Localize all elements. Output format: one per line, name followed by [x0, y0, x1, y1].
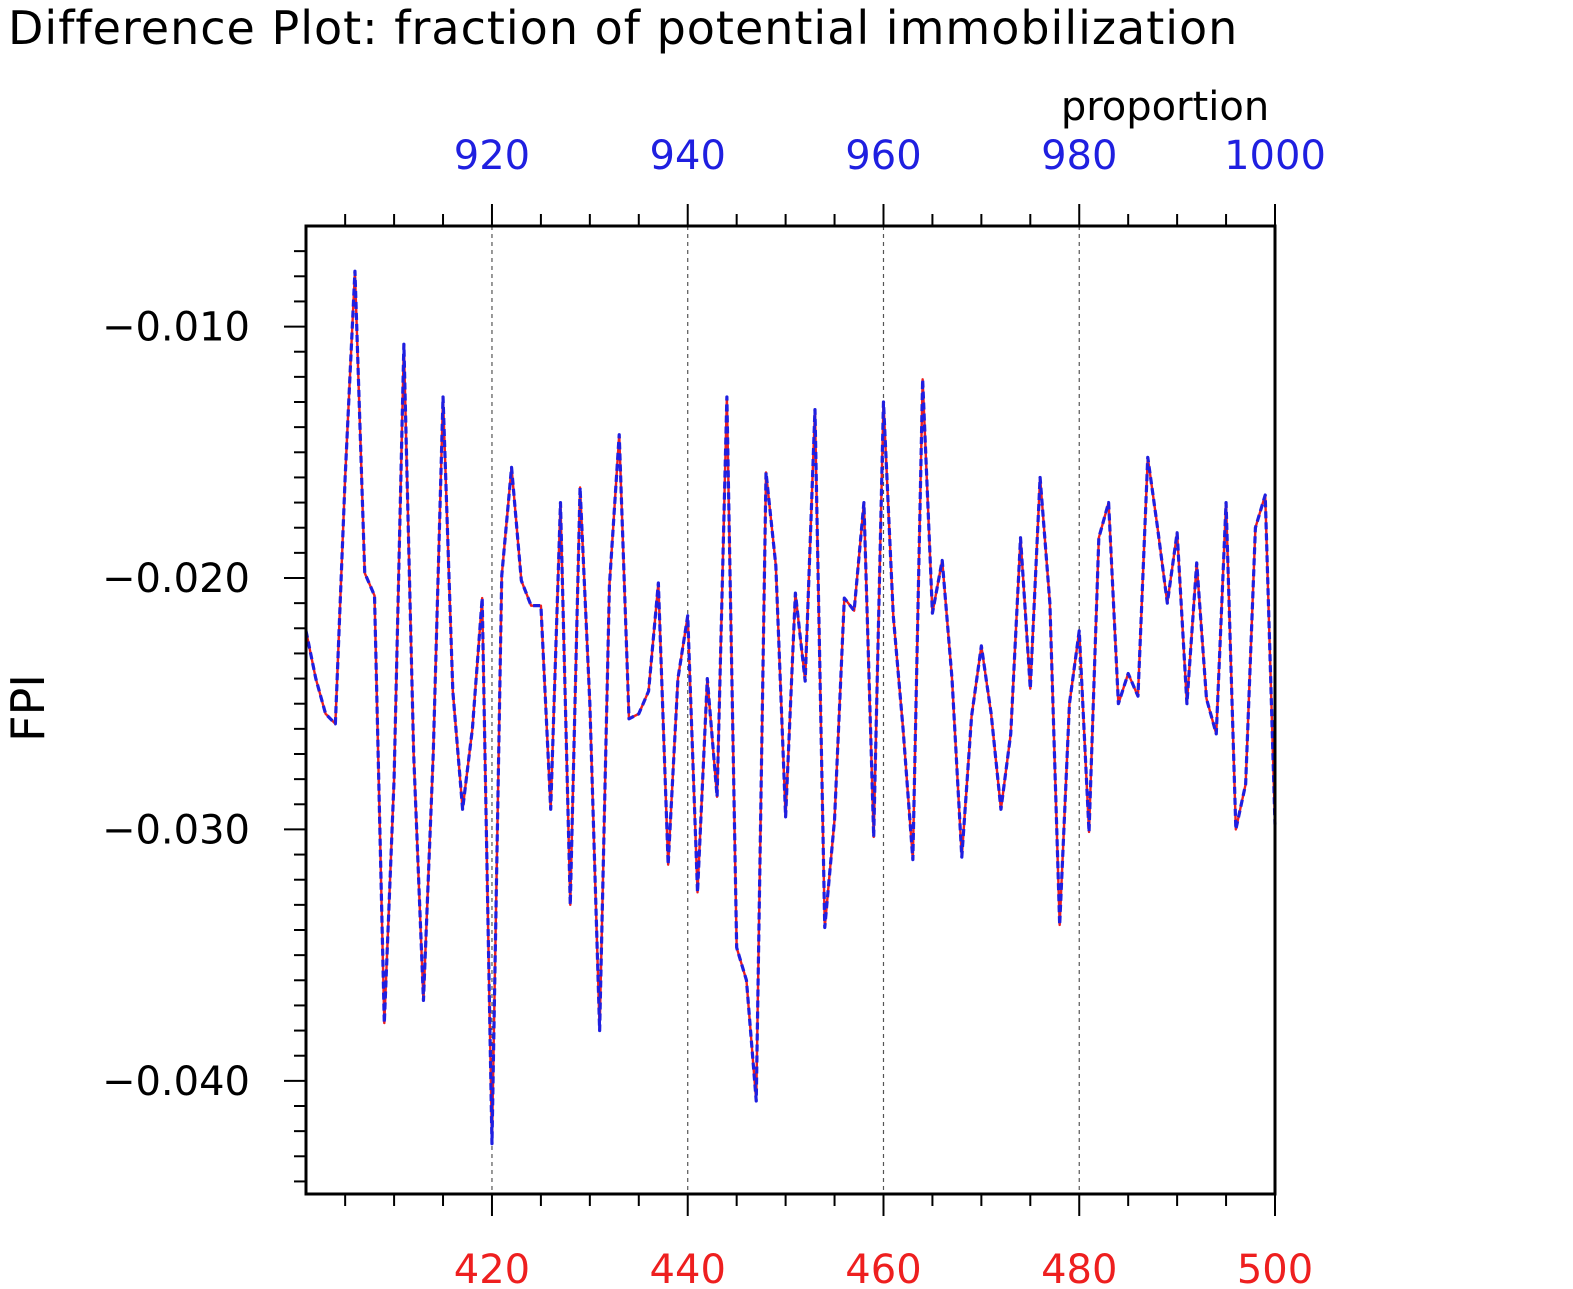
y-tick-label: −0.020: [102, 556, 250, 602]
x2-tick-label: 1000: [1224, 133, 1326, 179]
top-axis-label: proportion: [1061, 84, 1269, 130]
gridlines: [491, 226, 1080, 1194]
y-tick-label: −0.040: [102, 1059, 250, 1105]
chart-title: Difference Plot: fraction of potential i…: [8, 1, 1238, 55]
series-line-1: [304, 270, 1277, 1145]
x2-tick-label: 920: [454, 133, 530, 179]
axis-ticks: [284, 204, 1276, 1216]
x-tick-label: 460: [845, 1247, 921, 1289]
series-line-2: [304, 269, 1277, 1146]
x2-tick-label: 980: [1041, 133, 1117, 179]
x2-tick-label: 940: [650, 133, 726, 179]
y-tick-label: −0.030: [102, 807, 250, 853]
y-tick-label: −0.010: [102, 305, 250, 351]
axis-tick-labels: 420 440 460 480 500 920 940 960 980 1000 −0.010 −0.…: [102, 133, 1326, 1289]
x2-tick-label: 960: [845, 133, 921, 179]
x-tick-label: 500: [1237, 1247, 1313, 1289]
plot-frame: [304, 224, 1277, 1196]
y-axis-label: FPI: [1, 674, 55, 742]
series-lines: [304, 269, 1277, 1146]
x-tick-label: 480: [1041, 1247, 1117, 1289]
x-tick-label: 440: [650, 1247, 726, 1289]
x-tick-label: 420: [454, 1247, 530, 1289]
